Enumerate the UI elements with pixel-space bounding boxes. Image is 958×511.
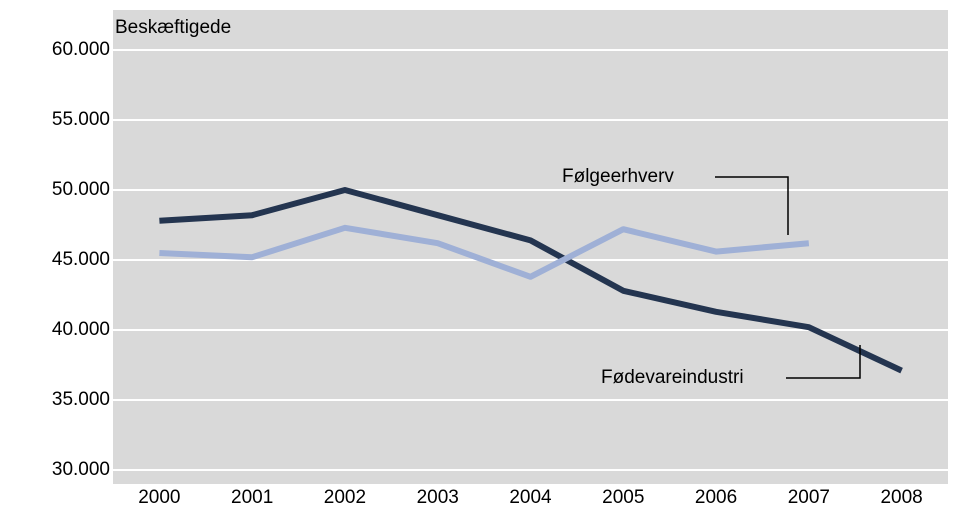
y-tick-label: 35.000 <box>52 389 110 410</box>
series-line <box>159 224 810 280</box>
x-tick-label: 2005 <box>602 487 644 508</box>
y-axis-label: Beskæftigede <box>115 17 231 38</box>
leader-line <box>786 345 861 379</box>
leader-line <box>715 176 789 235</box>
plot-area <box>113 10 948 484</box>
y-tick-label: 40.000 <box>52 319 110 340</box>
annotation: Fødevareindustri <box>601 367 744 388</box>
x-tick-label: 2008 <box>880 487 922 508</box>
y-tick-label: 55.000 <box>52 109 110 130</box>
series-line <box>159 187 903 374</box>
annotations: Følgeerhverv Fødevareindustri <box>562 166 861 388</box>
x-tick-label: 2004 <box>509 487 552 508</box>
y-tick-label: 45.000 <box>52 249 110 270</box>
y-tick-label: 50.000 <box>52 179 110 200</box>
y-tick-label: 60.000 <box>52 39 110 60</box>
y-tick-label: 30.000 <box>52 459 110 480</box>
x-tick-label: 2001 <box>231 487 273 508</box>
x-tick-label: 2007 <box>788 487 830 508</box>
x-tick-label: 2006 <box>695 487 737 508</box>
x-tick-label: 2003 <box>417 487 459 508</box>
x-tick-label: 2000 <box>138 487 180 508</box>
annotation: Følgeerhverv <box>562 166 674 187</box>
x-tick-label: 2002 <box>324 487 366 508</box>
